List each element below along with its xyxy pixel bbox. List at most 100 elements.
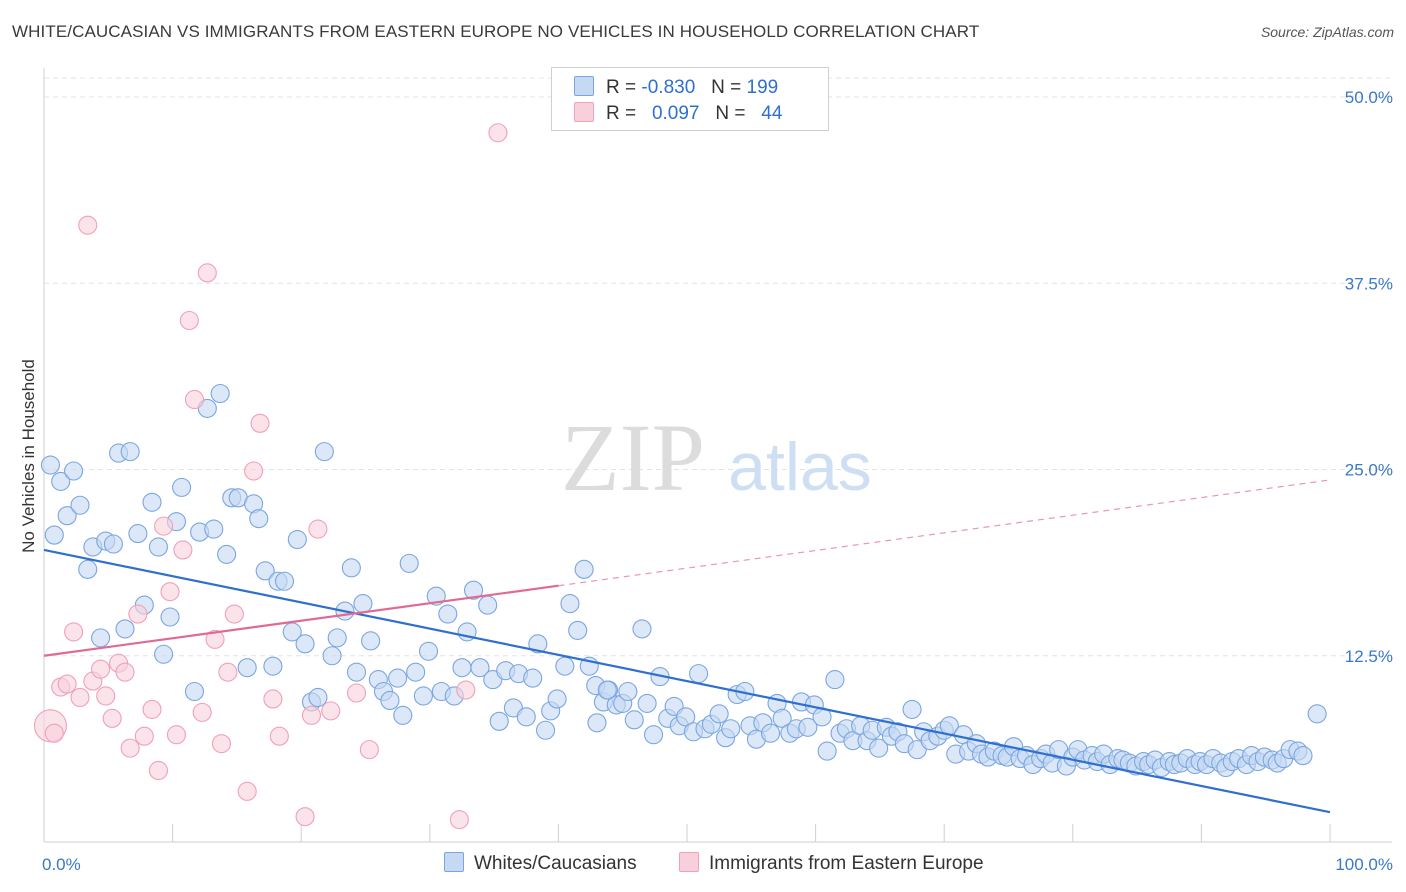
point-whites <box>597 680 617 700</box>
watermark-atlas: atlas <box>728 429 872 505</box>
point-whites <box>555 656 575 676</box>
point-whites <box>438 604 458 624</box>
point-immigrants <box>218 662 238 682</box>
point-immigrants <box>57 674 77 694</box>
point-whites <box>44 525 64 545</box>
point-immigrants <box>44 723 64 743</box>
point-whites <box>160 607 180 627</box>
point-whites <box>1307 704 1327 724</box>
point-whites <box>547 689 567 709</box>
point-whites <box>327 628 347 648</box>
point-whites <box>587 713 607 733</box>
point-whites <box>103 534 123 554</box>
point-immigrants <box>244 461 264 481</box>
point-whites <box>295 634 315 654</box>
point-whites <box>489 711 509 731</box>
point-whites <box>353 594 373 614</box>
point-whites <box>51 471 71 491</box>
point-immigrants <box>321 701 341 721</box>
point-whites <box>535 720 556 740</box>
point-whites <box>120 442 140 462</box>
point-whites <box>637 693 657 713</box>
point-whites <box>40 455 60 475</box>
legend-item-whites[interactable]: Whites/Caucasians <box>444 852 637 875</box>
point-whites <box>70 495 90 515</box>
point-immigrants <box>154 516 174 536</box>
point-whites <box>470 658 490 678</box>
point-whites <box>388 668 408 688</box>
point-immigrants <box>184 389 205 410</box>
legend-n-label: N = <box>711 77 742 98</box>
point-whites <box>287 529 307 550</box>
legend-row-whites: R = -0.830 N = 199 <box>574 76 778 100</box>
point-whites <box>721 719 741 739</box>
point-whites <box>761 723 781 743</box>
point-immigrants <box>197 263 217 283</box>
point-whites <box>64 461 84 481</box>
point-whites <box>528 634 548 654</box>
point-immigrants <box>115 662 135 682</box>
point-whites <box>618 681 638 702</box>
point-whites <box>632 619 652 639</box>
point-immigrants <box>91 659 111 679</box>
point-whites <box>560 594 580 614</box>
grid-lines <box>44 77 1392 657</box>
y-tick-label: 12.5% <box>1345 647 1393 666</box>
legend-label-immigrants: Immigrants from Eastern Europe <box>709 853 984 874</box>
point-immigrants <box>120 738 140 758</box>
point-immigrants <box>456 680 476 700</box>
legend-r-value: 0.097 <box>651 103 700 124</box>
series-immigrants-points <box>33 123 508 830</box>
trend-line-whites <box>43 548 1331 814</box>
y-tick-label: 37.5% <box>1345 274 1393 293</box>
trend-lines <box>43 479 1331 814</box>
point-whites <box>204 519 224 539</box>
point-immigrants <box>449 810 469 830</box>
point-whites <box>406 662 426 682</box>
point-whites <box>516 707 536 727</box>
point-immigrants <box>70 687 90 708</box>
legend-r-label: R = <box>606 103 637 124</box>
legend-swatch-immigrants <box>679 852 699 872</box>
point-whites <box>274 571 295 591</box>
point-whites <box>399 553 419 573</box>
point-whites <box>341 558 361 578</box>
point-immigrants <box>78 215 98 235</box>
point-whites <box>689 664 709 684</box>
point-whites <box>346 662 367 682</box>
watermark: ZIP atlas <box>561 404 872 511</box>
x-tick-labels: 0.0% 100.0% <box>42 855 1393 874</box>
point-immigrants <box>250 413 270 433</box>
point-whites <box>798 717 818 737</box>
point-whites <box>115 619 135 639</box>
point-immigrants <box>64 622 84 642</box>
x-tick-label-min: 0.0% <box>42 855 81 874</box>
trend-line-immigrants <box>43 584 559 657</box>
point-whites <box>217 544 237 564</box>
point-whites <box>393 705 413 725</box>
point-whites <box>128 524 148 544</box>
point-immigrants <box>359 740 379 760</box>
point-immigrants <box>166 725 187 745</box>
legend-row-immigrants: R = 0.097 N = 44 <box>574 102 782 126</box>
point-immigrants <box>192 702 212 722</box>
point-whites <box>184 681 205 702</box>
legend-n-value: 199 <box>746 77 779 98</box>
point-whites <box>142 492 162 512</box>
point-immigrants <box>237 781 257 801</box>
point-immigrants <box>148 760 169 781</box>
point-immigrants <box>96 686 116 706</box>
legend-swatch-whites <box>574 76 594 96</box>
point-whites <box>817 741 837 761</box>
legend-item-immigrants[interactable]: Immigrants from Eastern Europe <box>679 852 984 875</box>
point-immigrants <box>205 629 225 649</box>
point-immigrants <box>263 689 283 709</box>
point-whites <box>624 710 644 730</box>
source-label: Source: ZipAtlas.com <box>1260 24 1394 40</box>
legend-swatch-whites <box>444 852 464 872</box>
point-whites <box>210 383 230 404</box>
point-whites <box>308 687 328 708</box>
point-whites <box>91 628 111 648</box>
point-whites <box>1293 746 1313 766</box>
